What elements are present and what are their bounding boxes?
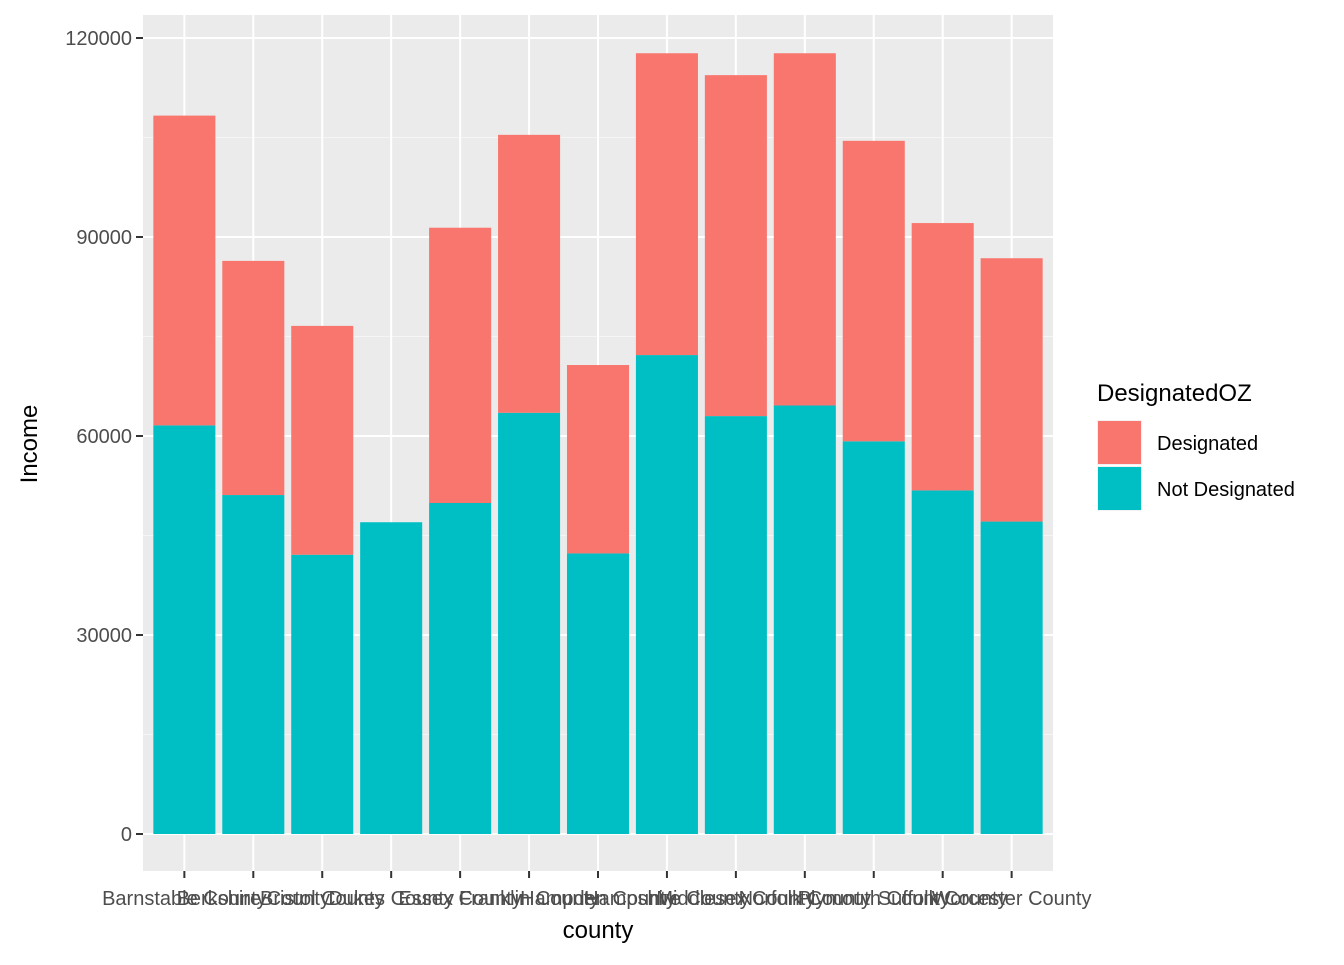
bar-segment — [911, 490, 974, 834]
bar-segment — [911, 223, 974, 491]
bar-segment — [704, 416, 767, 834]
x-axis-title: county — [563, 917, 634, 944]
x-tick-label: Plymouth County — [798, 888, 950, 910]
bar-segment — [980, 258, 1043, 522]
legend-swatch — [1098, 467, 1141, 510]
bars — [153, 53, 1043, 834]
bar-segment — [842, 441, 905, 834]
x-tick-label: Worcester County — [932, 888, 1092, 910]
legend-swatch — [1098, 421, 1141, 464]
y-axis-title: Income — [16, 405, 43, 484]
bar-segment — [429, 502, 492, 834]
legend-label: Not Designated — [1157, 479, 1295, 501]
x-tick-label: Hampden County — [520, 888, 676, 910]
bar-segment — [153, 425, 216, 834]
bar-segment — [498, 134, 561, 413]
bar-segment — [498, 412, 561, 834]
y-tick-label: 90000 — [76, 227, 132, 249]
y-tick-label: 0 — [121, 824, 132, 846]
legend-label: Designated — [1157, 433, 1258, 455]
x-tick-label: Franklin County — [459, 888, 599, 910]
bar-segment — [635, 53, 698, 356]
y-tick-label: 30000 — [76, 625, 132, 647]
x-tick-label: Norfolk County — [739, 888, 871, 910]
x-tick-label: Dukes County — [328, 888, 454, 910]
bar-segment — [980, 521, 1043, 834]
x-tick-label: Barnstable County — [102, 888, 267, 910]
bar-segment — [773, 53, 836, 406]
bar-segment — [222, 260, 285, 496]
bar-segment — [842, 140, 905, 442]
bar-segment — [704, 75, 767, 417]
x-tick-label: Hampshire County — [584, 888, 750, 910]
legend: DesignatedOZ Designated Not Designated — [1097, 380, 1295, 511]
bar-segment — [566, 553, 630, 834]
bar-segment — [291, 325, 354, 555]
legend-title: DesignatedOZ — [1097, 380, 1252, 407]
y-tick-label: 60000 — [76, 426, 132, 448]
y-axis: 0 30000 60000 90000 120000 — [65, 28, 143, 846]
x-tick-label: Bristol County — [260, 888, 385, 910]
bar-segment — [773, 405, 836, 834]
bar-segment — [429, 227, 492, 503]
bar-segment — [566, 365, 630, 554]
bar-segment — [635, 355, 698, 834]
y-tick-label: 120000 — [65, 28, 132, 50]
bar-segment — [222, 495, 285, 834]
x-tick-label: Suffolk County — [878, 888, 1008, 910]
bar-segment — [291, 554, 354, 834]
bar-segment — [153, 115, 216, 426]
x-tick-label: Essex County — [398, 888, 521, 910]
x-tick-label: Berkshire County — [177, 888, 330, 910]
bar-segment — [360, 522, 423, 834]
x-tick-label: Middlesex County — [656, 888, 815, 910]
